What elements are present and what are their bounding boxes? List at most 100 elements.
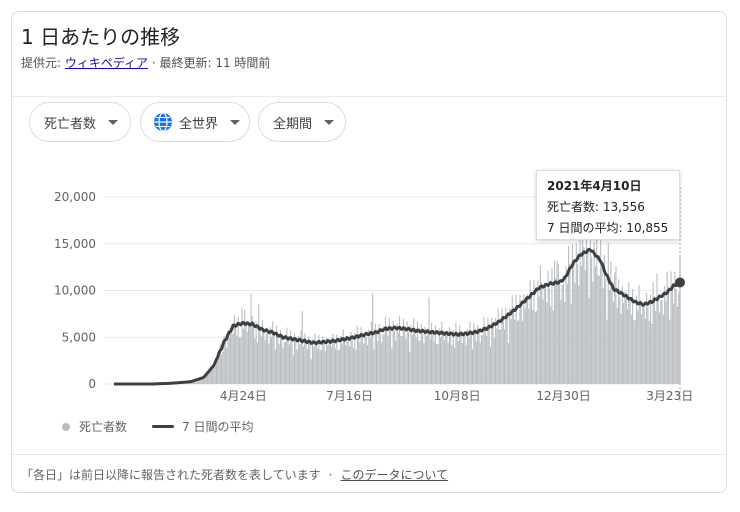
bar — [598, 276, 600, 384]
bar — [274, 349, 276, 384]
bar — [541, 282, 543, 384]
source-link[interactable]: ウィキペディア — [64, 56, 149, 70]
bar — [200, 378, 202, 384]
bar — [574, 283, 576, 384]
bar — [525, 295, 527, 384]
bar — [560, 299, 562, 384]
bar — [588, 298, 590, 384]
legend-line-icon — [152, 425, 174, 428]
bar — [244, 309, 246, 384]
bar — [340, 335, 342, 384]
metric-dropdown[interactable]: 死亡者数 — [29, 102, 131, 142]
bar — [514, 319, 516, 384]
bar — [309, 344, 311, 384]
period-dropdown[interactable]: 全期間 — [258, 102, 346, 142]
bar — [557, 264, 559, 384]
bar — [329, 339, 331, 384]
globe-icon — [154, 112, 172, 132]
bar — [237, 316, 239, 384]
bar — [400, 335, 402, 384]
bar — [621, 285, 623, 384]
bar — [240, 337, 242, 384]
about-data-link[interactable]: このデータについて — [340, 468, 449, 482]
source-prefix: 提供元: — [21, 56, 65, 70]
bar — [456, 332, 458, 384]
bar — [584, 269, 586, 384]
bar — [256, 342, 258, 384]
bar — [431, 322, 433, 384]
bar — [368, 329, 370, 384]
bar — [384, 316, 387, 384]
bar — [498, 329, 500, 384]
bar — [587, 250, 589, 384]
bar — [491, 317, 493, 384]
bar — [294, 333, 296, 384]
bar — [661, 299, 663, 384]
bar — [390, 328, 392, 384]
bar — [420, 324, 422, 384]
bar — [365, 336, 367, 384]
bar — [582, 224, 584, 384]
bar — [438, 328, 440, 384]
bar — [630, 314, 632, 384]
bar — [410, 324, 412, 384]
bar — [392, 320, 394, 384]
bar — [601, 263, 603, 384]
bar — [265, 333, 267, 384]
bar — [422, 333, 424, 384]
bar — [246, 331, 248, 384]
bar — [351, 339, 353, 384]
bar — [242, 328, 244, 384]
bar — [336, 334, 338, 384]
y-tick-label: 5,000 — [62, 330, 96, 344]
bar — [542, 299, 544, 384]
bar — [260, 336, 262, 384]
bar — [279, 329, 282, 384]
bar — [341, 343, 343, 384]
bar — [377, 341, 379, 384]
bar — [496, 328, 498, 384]
bar — [212, 366, 214, 384]
bar — [235, 325, 237, 384]
bar — [386, 326, 388, 384]
bar — [635, 295, 638, 384]
bar — [565, 266, 567, 384]
legend-bars: 死亡者数 — [62, 418, 127, 435]
bar — [510, 319, 512, 384]
bar — [519, 294, 521, 384]
bar — [326, 337, 328, 384]
region-dropdown[interactable]: 全世界 — [140, 102, 250, 142]
bar — [264, 340, 266, 384]
bar — [548, 288, 550, 384]
bar — [433, 341, 435, 384]
x-tick-label: 7月16日 — [326, 389, 373, 403]
bar — [463, 336, 465, 384]
bar — [387, 336, 389, 384]
bar — [358, 334, 360, 384]
bar — [396, 322, 398, 384]
bar — [523, 294, 525, 384]
bar — [199, 378, 201, 384]
bar — [253, 327, 255, 384]
bar — [332, 333, 334, 384]
bar — [432, 332, 434, 384]
bar — [434, 325, 436, 384]
bar — [270, 336, 273, 384]
bar — [556, 260, 558, 384]
bar — [209, 369, 211, 384]
bar — [428, 297, 430, 384]
bar — [443, 340, 445, 384]
bar — [568, 245, 570, 384]
bar — [533, 279, 535, 384]
bar — [539, 265, 541, 384]
bar — [583, 246, 585, 384]
bar — [544, 285, 547, 384]
bar — [437, 344, 439, 384]
bar — [338, 349, 340, 384]
bar — [313, 346, 315, 384]
bar — [486, 335, 488, 384]
bar — [638, 285, 640, 384]
bar — [543, 285, 545, 384]
avg-line — [113, 247, 681, 386]
